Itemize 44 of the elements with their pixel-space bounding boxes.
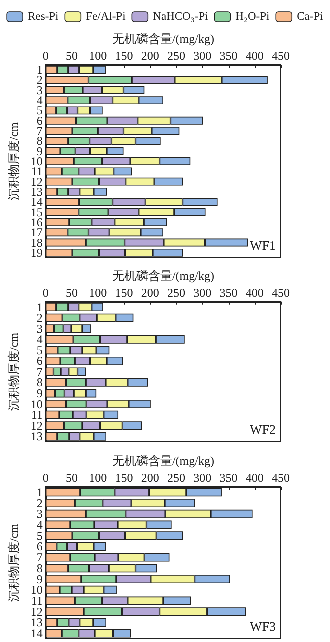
x-tick-label: 300: [194, 286, 212, 300]
x-tick-label: 450: [272, 471, 290, 485]
x-tick-label: 50: [66, 471, 78, 485]
y-axis-title: 沉积物厚度/cm: [7, 523, 21, 602]
x-tick-label: 0: [42, 49, 49, 63]
x-tick-label: 100: [89, 471, 108, 485]
annotation: WF1: [250, 238, 276, 253]
x-tick-label: 350: [220, 49, 238, 63]
x-tick-label: 300: [194, 471, 212, 485]
x-tick-label: 100: [89, 286, 108, 300]
x-tick-label: 50: [66, 286, 78, 300]
x-tick-label: 400: [246, 49, 264, 63]
x-tick-label: 400: [246, 471, 264, 485]
x-tick-label: 200: [141, 49, 160, 63]
x-tick-label: 150: [115, 471, 134, 485]
x-axis-title: 无机磷含量/(mg/kg): [112, 454, 214, 468]
x-tick-label: 0: [42, 286, 49, 300]
annotation: WF3: [250, 619, 276, 634]
legend-label: Res-Pi: [28, 11, 59, 23]
x-axis-title: 无机磷含量/(mg/kg): [112, 269, 214, 283]
x-axis-title: 无机磷含量/(mg/kg): [112, 32, 214, 46]
annotation: WF2: [250, 422, 276, 437]
legend-label: H₂O-Pi: [236, 11, 270, 23]
x-tick-label: 200: [141, 286, 160, 300]
x-tick-label: 350: [220, 471, 238, 485]
x-tick-label: 250: [168, 49, 186, 63]
legend-label: NaHCO₃-Pi: [153, 11, 208, 23]
x-tick-label: 150: [115, 286, 134, 300]
x-tick-label: 200: [141, 471, 160, 485]
x-tick-label: 400: [246, 286, 264, 300]
x-tick-label: 50: [66, 49, 78, 63]
x-tick-label: 150: [115, 49, 134, 63]
x-tick-label: 450: [272, 286, 290, 300]
x-tick-label: 0: [42, 471, 49, 485]
x-tick-label: 100: [89, 49, 108, 63]
x-tick-label: 300: [194, 49, 212, 63]
x-tick-label: 350: [220, 286, 238, 300]
x-tick-label: 450: [272, 49, 290, 63]
legend-label: Ca-Pi: [297, 11, 324, 23]
x-tick-label: 250: [168, 471, 186, 485]
x-tick-label: 250: [168, 286, 186, 300]
legend-label: Fe/Al-Pi: [86, 11, 126, 23]
y-axis-title: 沉积物厚度/cm: [7, 122, 21, 200]
y-axis-title: 沉积物厚度/cm: [7, 332, 21, 411]
